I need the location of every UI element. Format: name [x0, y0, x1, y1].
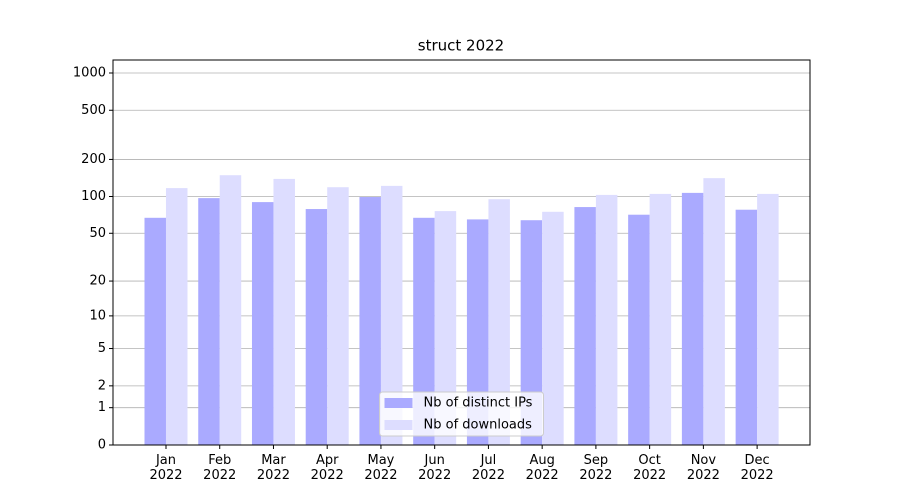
- bar: [413, 217, 435, 445]
- x-tick-label: Jan 2022: [149, 453, 183, 483]
- bar: [628, 214, 650, 445]
- bar: [757, 193, 779, 445]
- bar: [198, 198, 220, 445]
- plot-frame: [112, 59, 811, 446]
- x-tick-label: Apr 2022: [310, 453, 344, 483]
- y-tick-label: 5: [98, 341, 106, 356]
- y-tick-label: 500: [81, 103, 106, 118]
- y-tick-label: 100: [81, 189, 106, 204]
- x-tick-label: Feb 2022: [203, 453, 237, 483]
- bar: [542, 211, 564, 445]
- y-tick-label: 10: [89, 308, 106, 323]
- bar: [380, 185, 403, 445]
- bar: [520, 220, 543, 445]
- bar: [219, 175, 242, 445]
- bar: [434, 211, 457, 445]
- bar: [703, 178, 725, 446]
- y-tick-label: 0: [98, 438, 106, 453]
- legend-swatch: [384, 398, 413, 408]
- bar: [466, 219, 489, 445]
- bar: [488, 199, 510, 445]
- y-tick-label: 2: [98, 378, 106, 393]
- legend-label: Nb of downloads: [424, 418, 533, 433]
- chart-title: struct 2022: [418, 37, 504, 55]
- bar: [327, 187, 349, 445]
- bar: [165, 188, 188, 445]
- y-tick-label: 200: [81, 152, 106, 167]
- x-tick-label: Mar 2022: [256, 453, 290, 483]
- x-tick-label: Dec 2022: [740, 453, 774, 483]
- bar: [649, 193, 672, 445]
- x-tick-label: Nov 2022: [686, 453, 720, 483]
- y-tick-label: 50: [89, 226, 106, 241]
- bar: [305, 209, 328, 445]
- x-tick-label: Aug 2022: [525, 453, 559, 483]
- y-tick-label: 20: [89, 274, 106, 289]
- legend-label: Nb of distinct IPs: [424, 396, 533, 411]
- bar: [144, 217, 166, 445]
- bar: [681, 192, 704, 445]
- legend-swatch: [384, 420, 413, 430]
- x-tick-label: Sep 2022: [579, 453, 613, 483]
- y-tick-label: 1000: [73, 65, 106, 80]
- bar: [273, 178, 295, 446]
- x-tick-label: Jul 2022: [471, 453, 505, 483]
- bar: [359, 197, 381, 445]
- bar: [574, 207, 596, 445]
- bar: [735, 209, 758, 445]
- legend-box: [379, 391, 544, 437]
- x-tick-label: Oct 2022: [633, 453, 667, 483]
- x-tick-label: Jun 2022: [418, 453, 452, 483]
- bar: [251, 202, 274, 445]
- y-tick-label: 1: [98, 400, 106, 415]
- bar: [595, 194, 618, 445]
- x-tick-label: May 2022: [364, 453, 398, 483]
